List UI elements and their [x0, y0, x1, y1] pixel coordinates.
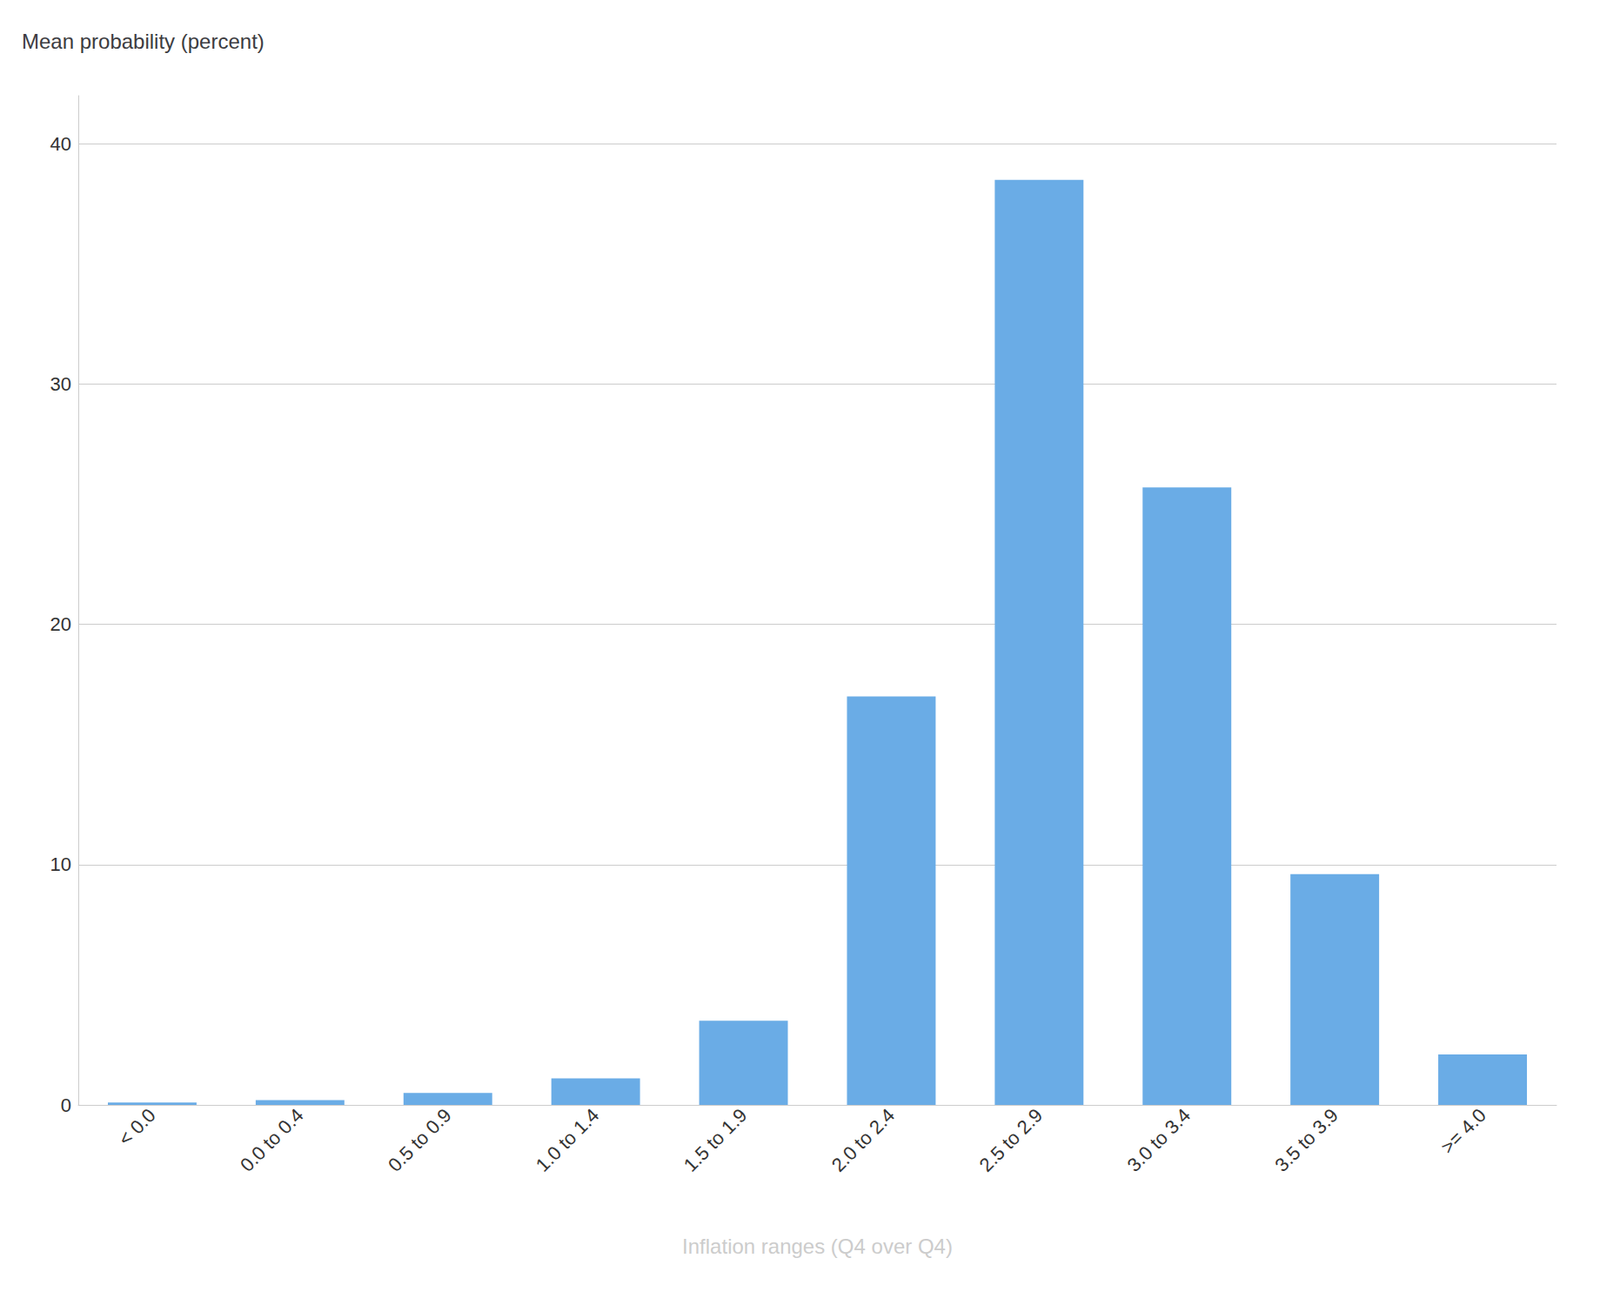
svg-text:0: 0: [60, 1094, 72, 1117]
svg-text:2.0 to 2.4: 2.0 to 2.4: [827, 1104, 900, 1177]
svg-text:3.5 to 3.9: 3.5 to 3.9: [1270, 1104, 1343, 1177]
svg-text:Inflation ranges (Q4 over Q4): Inflation ranges (Q4 over Q4): [682, 1234, 953, 1259]
svg-text:1.5 to 1.9: 1.5 to 1.9: [679, 1104, 752, 1177]
svg-text:< 0.0: < 0.0: [113, 1104, 161, 1151]
svg-text:Mean probability (percent): Mean probability (percent): [21, 29, 265, 54]
svg-text:3.0 to 3.4: 3.0 to 3.4: [1123, 1104, 1196, 1177]
svg-text:2.5 to 2.9: 2.5 to 2.9: [975, 1104, 1048, 1177]
svg-text:10: 10: [50, 853, 72, 876]
svg-text:40: 40: [50, 133, 72, 155]
svg-text:30: 30: [50, 373, 72, 395]
svg-text:20: 20: [50, 613, 72, 636]
svg-text:>= 4.0: >= 4.0: [1436, 1104, 1491, 1159]
svg-text:0.0 to 0.4: 0.0 to 0.4: [235, 1104, 308, 1177]
svg-text:0.5 to 0.9: 0.5 to 0.9: [383, 1104, 456, 1177]
svg-text:1.0 to 1.4: 1.0 to 1.4: [531, 1104, 604, 1177]
